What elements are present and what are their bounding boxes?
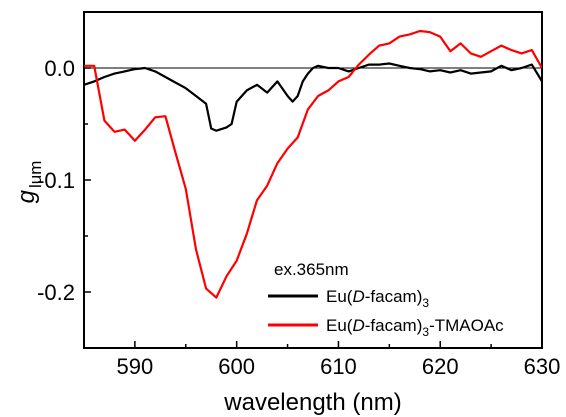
series-line-eu-d-facam3-tmaoac xyxy=(84,29,542,299)
y-axis-symbol: g xyxy=(13,189,40,203)
legend-label-black-part1: Eu( xyxy=(326,287,353,306)
x-tick-label: 610 xyxy=(320,354,357,379)
legend-label-black-sub: 3 xyxy=(422,296,429,310)
legend-label-red-part2: D xyxy=(352,316,364,335)
axis-ticks xyxy=(83,11,543,349)
series-line-eu-d-facam3 xyxy=(84,62,542,132)
x-axis-title: wavelength (nm) xyxy=(223,389,401,416)
series-layer xyxy=(84,29,542,299)
y-tick-labels: 0.0 -0.1 -0.2 xyxy=(37,56,75,305)
x-tick-label: 590 xyxy=(117,354,154,379)
legend: ex.365nm Eu(D-facam)3 Eu(D-facam)3-TMAOA… xyxy=(268,260,504,339)
legend-label-red-sub: 3 xyxy=(422,325,429,339)
plot-frame xyxy=(83,11,543,349)
y-tick-label: -0.1 xyxy=(37,168,75,193)
legend-label-black-part2: D xyxy=(352,287,364,306)
y-tick-label: 0.0 xyxy=(44,56,75,81)
x-tick-labels: 590 600 610 620 630 xyxy=(117,354,561,379)
legend-label-black-part3: -facam) xyxy=(365,287,423,306)
x-tick-label: 620 xyxy=(422,354,459,379)
legend-label-red: Eu(D-facam)3-TMAOAc xyxy=(326,316,504,339)
x-tick-label: 630 xyxy=(524,354,561,379)
legend-label-red-part3: -facam) xyxy=(365,316,423,335)
excitation-annotation: ex.365nm xyxy=(274,260,349,279)
y-axis-title: glum xyxy=(13,161,45,204)
x-tick-label: 600 xyxy=(218,354,255,379)
y-axis-subscript: lum xyxy=(26,161,45,188)
legend-label-red-part5: -TMAOAc xyxy=(429,316,504,335)
y-tick-label: -0.2 xyxy=(37,280,75,305)
legend-label-red-part1: Eu( xyxy=(326,316,353,335)
legend-label-black: Eu(D-facam)3 xyxy=(326,287,429,310)
